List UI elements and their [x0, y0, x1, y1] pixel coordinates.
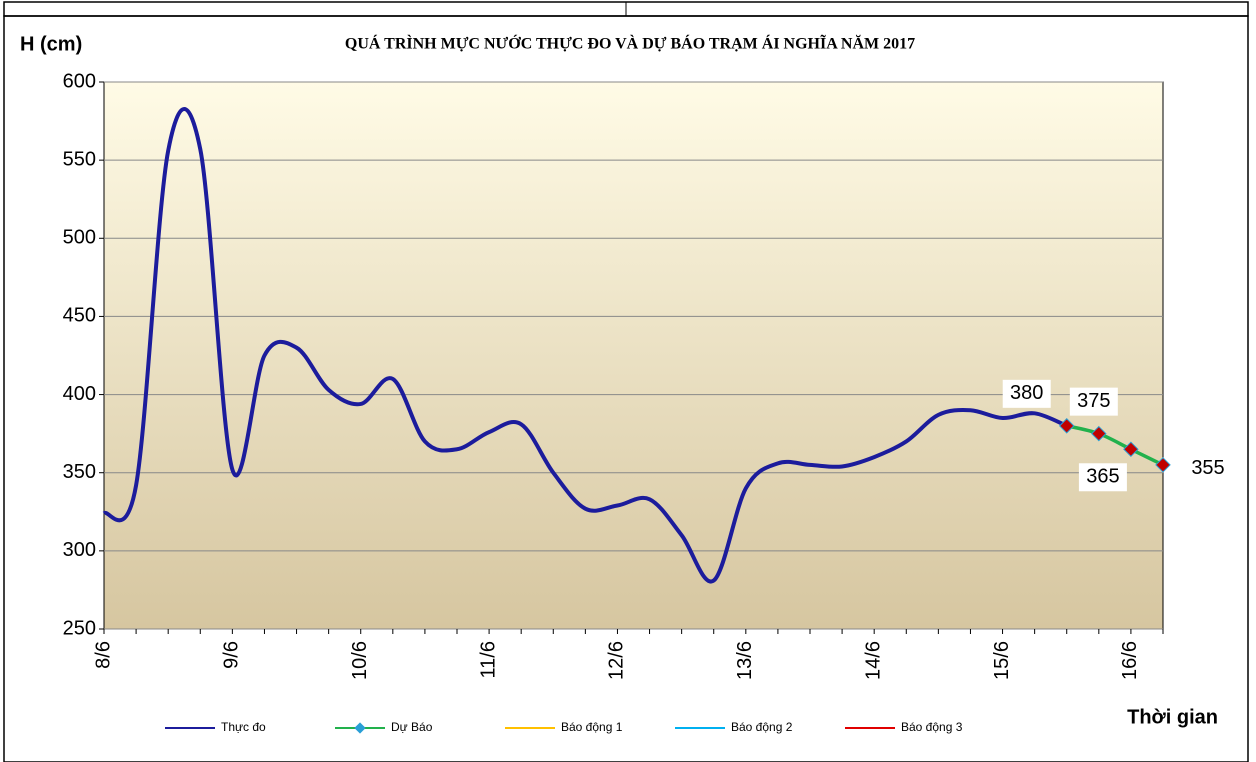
forecast-point	[1091, 425, 1107, 442]
x-tick-label: 16/6	[1119, 641, 1141, 680]
y-tick-label: 500	[63, 227, 96, 249]
y-tick-label: 350	[63, 461, 96, 483]
data-label: 365	[1086, 466, 1119, 488]
y-tick-label: 600	[63, 70, 96, 92]
legend-label: Báo động 2	[731, 720, 793, 734]
forecast-point	[1123, 441, 1139, 458]
data-label-bg	[1078, 463, 1127, 492]
x-tick-label: 10/6	[349, 641, 371, 680]
x-tick-label: 14/6	[862, 641, 884, 680]
series-line	[102, 107, 1068, 584]
x-tick-label: 8/6	[92, 641, 114, 669]
data-label-bg	[1184, 454, 1232, 483]
legend-marker	[354, 722, 366, 734]
x-tick-label: 11/6	[477, 641, 499, 678]
series-line	[1066, 424, 1164, 467]
y-tick-label: 400	[63, 383, 96, 405]
chart-frame	[3, 15, 1249, 762]
forecast-point	[1155, 457, 1171, 473]
y-tick-label: 450	[63, 305, 96, 327]
x-tick-label: 12/6	[606, 641, 628, 680]
forecast-point	[1058, 418, 1075, 434]
legend-label: Dự Báo	[391, 720, 433, 734]
y-axis-label: H (cm)	[20, 33, 82, 55]
data-label: 355	[1191, 457, 1224, 479]
data-label: 375	[1077, 390, 1110, 412]
plot-area	[103, 81, 1164, 630]
y-tick-label: 550	[63, 148, 96, 170]
y-tick-label: 250	[63, 617, 96, 639]
chart-title: QUÁ TRÌNH MỰC NƯỚC THỰC ĐO VÀ DỰ BÁO TRẠ…	[345, 34, 915, 53]
legend-label: Báo động 1	[561, 720, 623, 734]
data-label-bg	[1069, 387, 1118, 416]
x-tick-label: 15/6	[991, 641, 1013, 680]
legend-label: Thực đo	[221, 720, 266, 734]
data-label: 380	[1010, 382, 1043, 404]
x-tick-label: 9/6	[221, 641, 243, 669]
legend-label: Báo động 3	[901, 720, 963, 734]
y-tick-label: 300	[63, 539, 96, 561]
data-label-bg	[1002, 379, 1051, 408]
x-axis-label: Thời gian	[1127, 706, 1218, 728]
x-tick-label: 13/6	[734, 641, 756, 680]
